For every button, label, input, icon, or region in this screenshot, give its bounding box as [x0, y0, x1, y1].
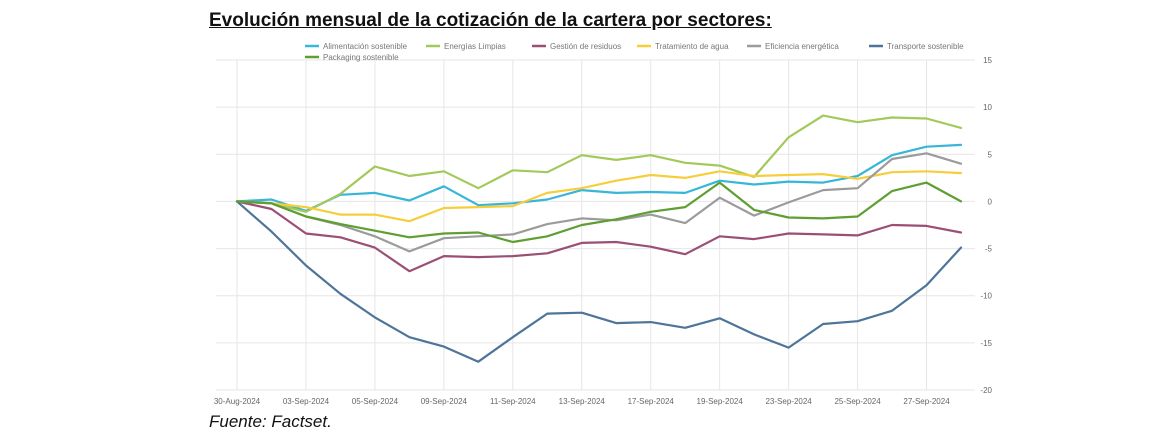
- series-line: [235, 114, 963, 213]
- legend-label: Transporte sostenible: [887, 42, 964, 51]
- y-tick-label: 10: [983, 103, 992, 112]
- source-note: Fuente: Factset.: [209, 412, 332, 431]
- legend-label: Energías Limpias: [444, 42, 506, 51]
- series-lines: [235, 114, 963, 363]
- x-tick-label: 27-Sep-2024: [903, 397, 950, 406]
- series-line: [235, 200, 963, 273]
- legend-label: Tratamiento de agua: [655, 42, 729, 51]
- x-tick-label: 09-Sep-2024: [421, 397, 468, 406]
- x-tick-label: 03-Sep-2024: [283, 397, 330, 406]
- x-tick-label: 05-Sep-2024: [352, 397, 399, 406]
- x-tick-label: 11-Sep-2024: [490, 397, 536, 406]
- series-line: [235, 200, 963, 363]
- legend-label: Packaging sostenible: [323, 53, 399, 62]
- legend: Alimentación sostenible Energías Limpias G…: [305, 42, 964, 62]
- series-line: [235, 170, 963, 223]
- x-tick-label: 17-Sep-2024: [628, 397, 675, 406]
- y-axis-ticks: 15 10 5 0 -5 -10 -15 -20: [980, 56, 992, 395]
- y-tick-label: 0: [988, 197, 993, 206]
- x-tick-label: 25-Sep-2024: [834, 397, 881, 406]
- y-tick-label: -15: [980, 339, 992, 348]
- y-tick-label: 15: [983, 56, 992, 65]
- y-tick-label: -10: [980, 292, 992, 301]
- x-tick-label: 13-Sep-2024: [559, 397, 606, 406]
- series-line: [235, 181, 963, 244]
- x-tick-label: 30-Aug-2024: [214, 397, 261, 406]
- x-axis-ticks: 30-Aug-2024 03-Sep-2024 05-Sep-2024 09-Sep-…: [214, 397, 950, 406]
- series-line: [235, 152, 963, 253]
- y-tick-label: 5: [988, 150, 993, 159]
- chart-title: Evolución mensual de la cotización de la…: [209, 10, 772, 31]
- legend-label: Alimentación sostenible: [323, 42, 408, 51]
- legend-label: Eficiencia energética: [765, 42, 839, 51]
- x-tick-label: 19-Sep-2024: [697, 397, 744, 406]
- grid-lines: [216, 59, 975, 391]
- series-line: [235, 143, 963, 212]
- y-tick-label: -20: [980, 386, 992, 395]
- x-tick-label: 23-Sep-2024: [765, 397, 812, 406]
- y-tick-label: -5: [985, 245, 993, 254]
- legend-label: Gestión de residuos: [550, 42, 621, 51]
